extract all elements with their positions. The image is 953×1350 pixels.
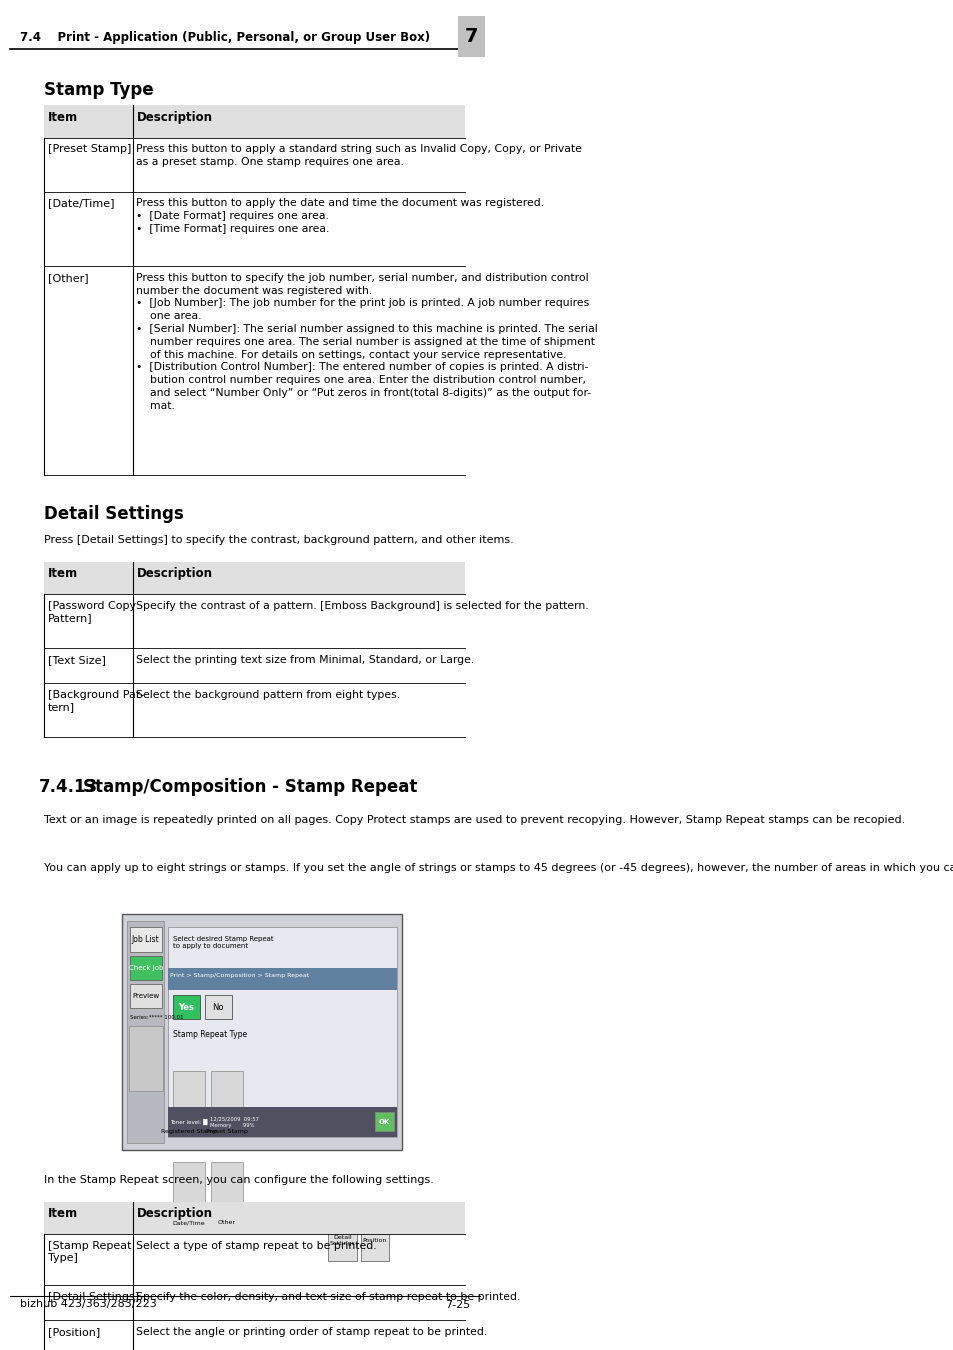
Text: 7-25: 7-25 [445, 1300, 470, 1310]
Text: Other: Other [217, 1220, 235, 1226]
Text: 7: 7 [464, 27, 478, 46]
Text: Toner level: █: Toner level: █ [171, 1119, 208, 1125]
Text: 12/25/2009  09:57
Memory       99%: 12/25/2009 09:57 Memory 99% [210, 1116, 258, 1127]
Text: You can apply up to eight strings or stamps. If you set the angle of strings or : You can apply up to eight strings or sta… [44, 863, 953, 872]
FancyBboxPatch shape [44, 562, 132, 594]
FancyBboxPatch shape [360, 1220, 389, 1261]
Text: 7.4    Print - Application (Public, Personal, or Group User Box): 7.4 Print - Application (Public, Persona… [20, 31, 429, 45]
Text: Stamp Repeat Type: Stamp Repeat Type [172, 1030, 247, 1040]
FancyBboxPatch shape [168, 968, 396, 990]
Text: [Preset Stamp]: [Preset Stamp] [48, 144, 132, 154]
Text: Yes: Yes [178, 1003, 194, 1011]
FancyBboxPatch shape [205, 995, 232, 1019]
FancyBboxPatch shape [172, 1162, 205, 1214]
Text: Select a type of stamp repeat to be printed.: Select a type of stamp repeat to be prin… [136, 1241, 376, 1250]
Text: Select the background pattern from eight types.: Select the background pattern from eight… [136, 690, 400, 699]
Text: Text or an image is repeatedly printed on all pages. Copy Protect stamps are use: Text or an image is repeatedly printed o… [44, 815, 904, 825]
FancyBboxPatch shape [375, 1112, 394, 1131]
Text: 7.4.13: 7.4.13 [39, 778, 98, 795]
Text: Specify the color, density, and text size of stamp repeat to be printed.: Specify the color, density, and text siz… [136, 1292, 520, 1301]
Text: Item: Item [48, 1207, 78, 1220]
Text: OK: OK [378, 1119, 390, 1125]
Text: [Stamp Repeat
Type]: [Stamp Repeat Type] [48, 1241, 132, 1264]
FancyBboxPatch shape [130, 984, 161, 1008]
Text: Registered Stamp: Registered Stamp [161, 1129, 216, 1134]
Text: Series:***** 100.01: Series:***** 100.01 [130, 1015, 183, 1021]
FancyBboxPatch shape [128, 921, 164, 1143]
FancyBboxPatch shape [457, 16, 484, 57]
Text: [Other]: [Other] [48, 273, 89, 282]
Text: Select the angle or printing order of stamp repeat to be printed.: Select the angle or printing order of st… [136, 1327, 487, 1336]
Text: In the Stamp Repeat screen, you can configure the following settings.: In the Stamp Repeat screen, you can conf… [44, 1174, 434, 1184]
Text: Detail Settings: Detail Settings [44, 505, 184, 522]
Text: [Position]: [Position] [48, 1327, 100, 1336]
FancyBboxPatch shape [129, 1026, 163, 1091]
Text: Detail
Settings: Detail Settings [329, 1235, 355, 1246]
FancyBboxPatch shape [168, 927, 396, 1137]
FancyBboxPatch shape [44, 1202, 132, 1234]
Text: [Detail Settings]: [Detail Settings] [48, 1292, 139, 1301]
Text: Stamp Type: Stamp Type [44, 81, 153, 99]
Text: Preset Stamp: Preset Stamp [206, 1129, 247, 1134]
FancyBboxPatch shape [328, 1220, 356, 1261]
Text: Preview: Preview [132, 994, 159, 999]
Text: Item: Item [48, 111, 78, 124]
FancyBboxPatch shape [172, 1071, 205, 1122]
Text: bizhub 423/363/283/223: bizhub 423/363/283/223 [20, 1300, 156, 1310]
Text: Print > Stamp/Composition > Stamp Repeat: Print > Stamp/Composition > Stamp Repeat [171, 973, 310, 979]
FancyBboxPatch shape [44, 105, 132, 138]
Text: Date/Time: Date/Time [172, 1220, 205, 1226]
Text: Specify the contrast of a pattern. [Emboss Background] is selected for the patte: Specify the contrast of a pattern. [Embo… [136, 601, 589, 610]
Text: [Background Pat-
tern]: [Background Pat- tern] [48, 690, 144, 713]
Text: Description: Description [136, 1207, 213, 1220]
Text: [Password Copy
Pattern]: [Password Copy Pattern] [48, 601, 136, 624]
Text: Position: Position [362, 1238, 387, 1243]
Text: [Text Size]: [Text Size] [48, 655, 106, 664]
FancyBboxPatch shape [168, 1107, 396, 1137]
FancyBboxPatch shape [122, 914, 401, 1150]
FancyBboxPatch shape [132, 1202, 465, 1234]
FancyBboxPatch shape [211, 1071, 242, 1122]
Text: Press this button to apply the date and time the document was registered.
•  [Da: Press this button to apply the date and … [136, 198, 544, 234]
Text: Press [Detail Settings] to specify the contrast, background pattern, and other i: Press [Detail Settings] to specify the c… [44, 535, 514, 544]
Text: Item: Item [48, 567, 78, 580]
Text: Press this button to specify the job number, serial number, and distribution con: Press this button to specify the job num… [136, 273, 598, 410]
FancyBboxPatch shape [130, 927, 161, 952]
FancyBboxPatch shape [132, 105, 465, 138]
FancyBboxPatch shape [172, 995, 200, 1019]
Text: Press this button to apply a standard string such as Invalid Copy, Copy, or Priv: Press this button to apply a standard st… [136, 144, 581, 167]
Text: Job List: Job List [132, 936, 159, 944]
FancyBboxPatch shape [211, 1162, 242, 1214]
Text: [Date/Time]: [Date/Time] [48, 198, 114, 208]
Text: No: No [213, 1003, 224, 1011]
Text: Description: Description [136, 111, 213, 124]
Text: Select desired Stamp Repeat
to apply to document: Select desired Stamp Repeat to apply to … [172, 936, 274, 949]
Text: Description: Description [136, 567, 213, 580]
Text: Stamp/Composition - Stamp Repeat: Stamp/Composition - Stamp Repeat [83, 778, 417, 795]
FancyBboxPatch shape [130, 956, 161, 980]
Text: Check Job: Check Job [129, 965, 163, 971]
Text: Select the printing text size from Minimal, Standard, or Large.: Select the printing text size from Minim… [136, 655, 475, 664]
FancyBboxPatch shape [132, 562, 465, 594]
